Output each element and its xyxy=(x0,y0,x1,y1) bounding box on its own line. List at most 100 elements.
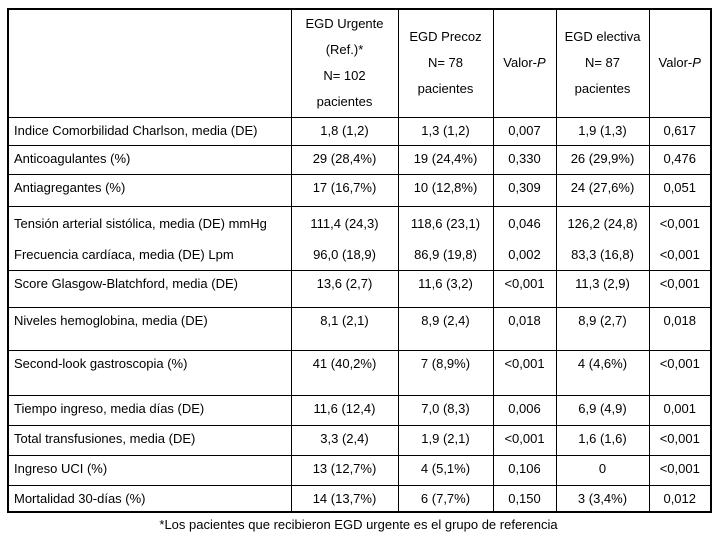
value-electiva: 126,2 (24,8) 83,3 (16,8) xyxy=(555,205,650,271)
comparison-table: EGD Urgente (Ref.)* N= 102 pacientes EGD… xyxy=(7,8,712,513)
row-label: Tensión arterial sistólica, media (DE) m… xyxy=(7,205,292,271)
valor-p-prefix: Valor- xyxy=(658,55,693,71)
value-p2: 0,001 xyxy=(648,394,712,426)
value-p2: <0,001 xyxy=(648,424,712,456)
cell-line: Tensión arterial sistólica, media (DE) m… xyxy=(14,215,267,231)
header-line: pacientes xyxy=(316,94,373,110)
row-label: Score Glasgow-Blatchford, media (DE) xyxy=(7,269,292,308)
corner-cell xyxy=(7,8,292,118)
row-label: Antiagregantes (%) xyxy=(7,173,292,207)
col-header-egd-precoz: EGD Precoz N= 78 pacientes xyxy=(397,8,494,118)
valor-p-italic: P xyxy=(537,55,546,71)
value-precoz: 7 (8,9%) xyxy=(397,349,494,396)
value-urgente: 41 (40,2%) xyxy=(290,349,399,396)
cell-line: 96,0 (18,9) xyxy=(313,246,376,262)
value-electiva: 26 (29,9%) xyxy=(555,144,650,175)
value-p1: <0,001 xyxy=(492,424,557,456)
table-row-second-look: Second-look gastroscopia (%) 41 (40,2%) … xyxy=(7,349,712,396)
value-electiva: 6,9 (4,9) xyxy=(555,394,650,426)
header-line: EGD Urgente xyxy=(305,16,384,32)
value-electiva: 8,9 (2,7) xyxy=(555,306,650,351)
value-precoz: 1,3 (1,2) xyxy=(397,116,494,146)
cell-line: 111,4 (24,3) xyxy=(310,215,379,231)
col-header-valor-p-2: Valor-P xyxy=(648,8,712,118)
value-p1: 0,309 xyxy=(492,173,557,207)
value-p2: 0,617 xyxy=(648,116,712,146)
value-p1: 0,018 xyxy=(492,306,557,351)
cell-line: 126,2 (24,8) xyxy=(567,215,638,231)
value-urgente: 11,6 (12,4) xyxy=(290,394,399,426)
header-row: EGD Urgente (Ref.)* N= 102 pacientes EGD… xyxy=(7,8,712,118)
row-label: Niveles hemoglobina, media (DE) xyxy=(7,306,292,351)
value-precoz: 19 (24,4%) xyxy=(397,144,494,175)
value-urgente: 13 (12,7%) xyxy=(290,454,399,486)
header-line: N= 87 xyxy=(584,55,621,71)
footnote: *Los pacientes que recibieron EGD urgent… xyxy=(159,517,558,532)
value-urgente: 1,8 (1,2) xyxy=(290,116,399,146)
header-line: EGD Precoz xyxy=(409,29,482,45)
value-p1: <0,001 xyxy=(492,349,557,396)
value-p1: 0,106 xyxy=(492,454,557,486)
value-electiva: 24 (27,6%) xyxy=(555,173,650,207)
header-line: N= 78 xyxy=(427,55,464,71)
cell-line: Frecuencia cardíaca, media (DE) Lpm xyxy=(14,246,234,262)
valor-p-italic: P xyxy=(692,55,701,71)
value-p2: <0,001 xyxy=(648,454,712,486)
value-p1: 0,150 xyxy=(492,484,557,513)
value-precoz: 118,6 (23,1) 86,9 (19,8) xyxy=(397,205,494,271)
value-p2: 0,012 xyxy=(648,484,712,513)
value-urgente: 8,1 (2,1) xyxy=(290,306,399,351)
value-p1: <0,001 xyxy=(492,269,557,308)
cell-line: <0,001 xyxy=(659,215,700,231)
value-urgente: 29 (28,4%) xyxy=(290,144,399,175)
header-line: EGD electiva xyxy=(564,29,641,45)
col-header-valor-p-1: Valor-P xyxy=(492,8,557,118)
value-urgente: 14 (13,7%) xyxy=(290,484,399,513)
header-line: (Ref.)* xyxy=(325,42,364,58)
cell-line: 86,9 (19,8) xyxy=(414,246,477,262)
cell-line: 0,046 xyxy=(508,215,541,231)
value-p2: 0,018 xyxy=(648,306,712,351)
value-p1: 0,006 xyxy=(492,394,557,426)
row-label: Anticoagulantes (%) xyxy=(7,144,292,175)
col-header-egd-electiva: EGD electiva N= 87 pacientes xyxy=(555,8,650,118)
table-row-tension-frecuencia: Tensión arterial sistólica, media (DE) m… xyxy=(7,205,712,271)
value-p2: <0,001 xyxy=(648,349,712,396)
table-row-hemoglobina: Niveles hemoglobina, media (DE) 8,1 (2,1… xyxy=(7,306,712,351)
value-precoz: 11,6 (3,2) xyxy=(397,269,494,308)
table-row-ingreso-uci: Ingreso UCI (%) 13 (12,7%) 4 (5,1%) 0,10… xyxy=(7,454,712,486)
value-p2: <0,001 xyxy=(648,269,712,308)
table-row-mortalidad: Mortalidad 30-días (%) 14 (13,7%) 6 (7,7… xyxy=(7,484,712,513)
value-electiva: 4 (4,6%) xyxy=(555,349,650,396)
valor-p-prefix: Valor- xyxy=(503,55,538,71)
header-line: pacientes xyxy=(417,81,474,97)
value-p2: 0,051 xyxy=(648,173,712,207)
table-row-glasgow-blatchford: Score Glasgow-Blatchford, media (DE) 13,… xyxy=(7,269,712,308)
cell-line: <0,001 xyxy=(659,246,700,262)
row-label: Mortalidad 30-días (%) xyxy=(7,484,292,513)
value-electiva: 1,6 (1,6) xyxy=(555,424,650,456)
col-header-egd-urgente: EGD Urgente (Ref.)* N= 102 pacientes xyxy=(290,8,399,118)
value-precoz: 4 (5,1%) xyxy=(397,454,494,486)
row-label: Total transfusiones, media (DE) xyxy=(7,424,292,456)
row-label: Tiempo ingreso, media días (DE) xyxy=(7,394,292,426)
value-electiva: 0 xyxy=(555,454,650,486)
table-row-anticoagulantes: Anticoagulantes (%) 29 (28,4%) 19 (24,4%… xyxy=(7,144,712,175)
table-row-transfusiones: Total transfusiones, media (DE) 3,3 (2,4… xyxy=(7,424,712,456)
value-precoz: 10 (12,8%) xyxy=(397,173,494,207)
cell-line: 118,6 (23,1) xyxy=(410,215,481,231)
value-precoz: 6 (7,7%) xyxy=(397,484,494,513)
value-p2: 0,476 xyxy=(648,144,712,175)
value-p2: <0,001 <0,001 xyxy=(648,205,712,271)
value-electiva: 1,9 (1,3) xyxy=(555,116,650,146)
value-p1: 0,046 0,002 xyxy=(492,205,557,271)
value-p1: 0,330 xyxy=(492,144,557,175)
value-precoz: 1,9 (2,1) xyxy=(397,424,494,456)
row-label: Indice Comorbilidad Charlson, media (DE) xyxy=(7,116,292,146)
table-row-tiempo-ingreso: Tiempo ingreso, media días (DE) 11,6 (12… xyxy=(7,394,712,426)
value-electiva: 11,3 (2,9) xyxy=(555,269,650,308)
table-row-antiagregantes: Antiagregantes (%) 17 (16,7%) 10 (12,8%)… xyxy=(7,173,712,207)
row-label: Second-look gastroscopia (%) xyxy=(7,349,292,396)
cell-line: 83,3 (16,8) xyxy=(571,246,634,262)
